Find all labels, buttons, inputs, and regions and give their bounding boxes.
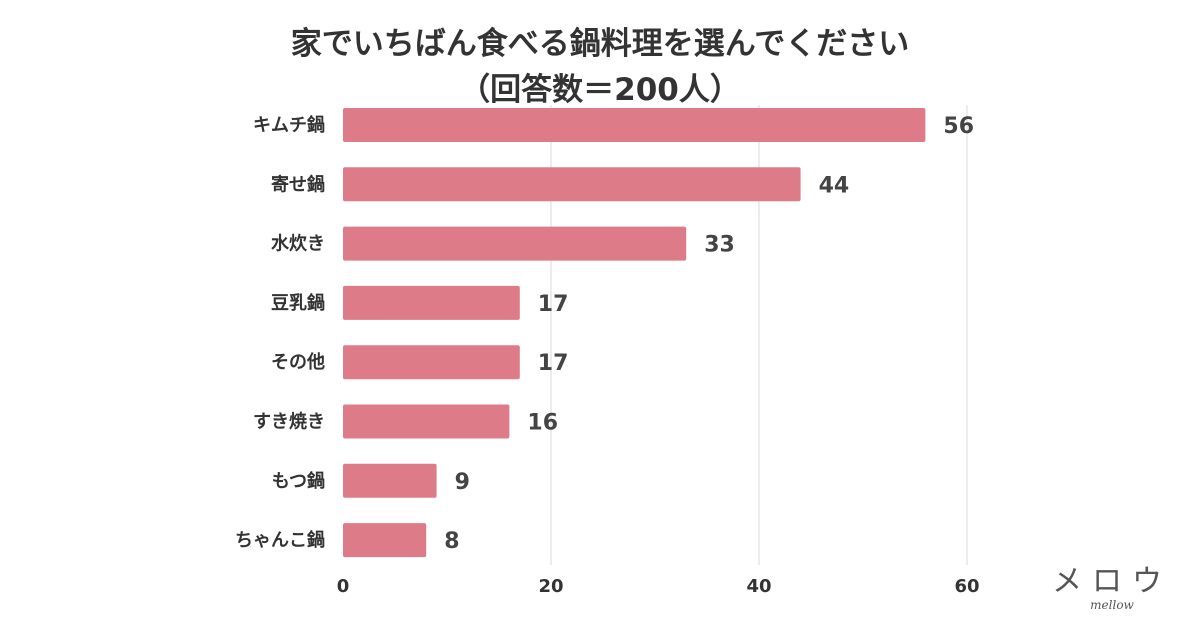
bar [343,226,687,261]
x-axis-ticks: 0 20 40 60 [337,576,980,597]
logo-subtext: mellow [1090,598,1134,612]
bar [343,108,926,142]
value-label: 17 [538,292,569,317]
mellow-logo: メロウ mellow [1052,556,1172,612]
bar [343,285,520,320]
category-label: その他 [271,351,325,373]
x-tick-label: 0 [337,576,350,597]
bar [343,345,520,380]
category-label: すき焼き [253,411,325,433]
value-label: 8 [444,529,459,554]
bar [343,404,510,439]
category-label: もつ鍋 [272,470,325,492]
value-label: 16 [527,411,558,436]
x-tick-label: 40 [746,576,771,597]
bars [343,108,926,558]
bar [343,523,427,558]
bar [343,167,801,202]
chart-title-line-1: 家でいちばん食べる鍋料理を選んでください [291,26,909,62]
category-label: 寄せ鍋 [271,173,325,195]
category-label: 水炊き [271,233,325,255]
x-tick-label: 60 [954,576,979,597]
chart-title: 家でいちばん食べる鍋料理を選んでください （回答数＝200人） [291,26,909,108]
chart-title-line-2: （回答数＝200人） [459,72,741,108]
bar [343,463,437,498]
category-label: 豆乳鍋 [271,292,325,314]
logo-text: メロウ [1052,564,1172,599]
category-label: キムチ鍋 [253,114,325,136]
value-label: 44 [819,173,850,198]
value-label: 17 [538,351,569,376]
value-label: 9 [455,470,470,495]
value-label: 56 [943,114,974,139]
category-label: ちゃんこ鍋 [235,529,325,551]
x-tick-label: 20 [538,576,563,597]
value-label: 33 [704,233,735,258]
value-labels: 56 44 33 17 17 16 9 8 [444,114,974,554]
